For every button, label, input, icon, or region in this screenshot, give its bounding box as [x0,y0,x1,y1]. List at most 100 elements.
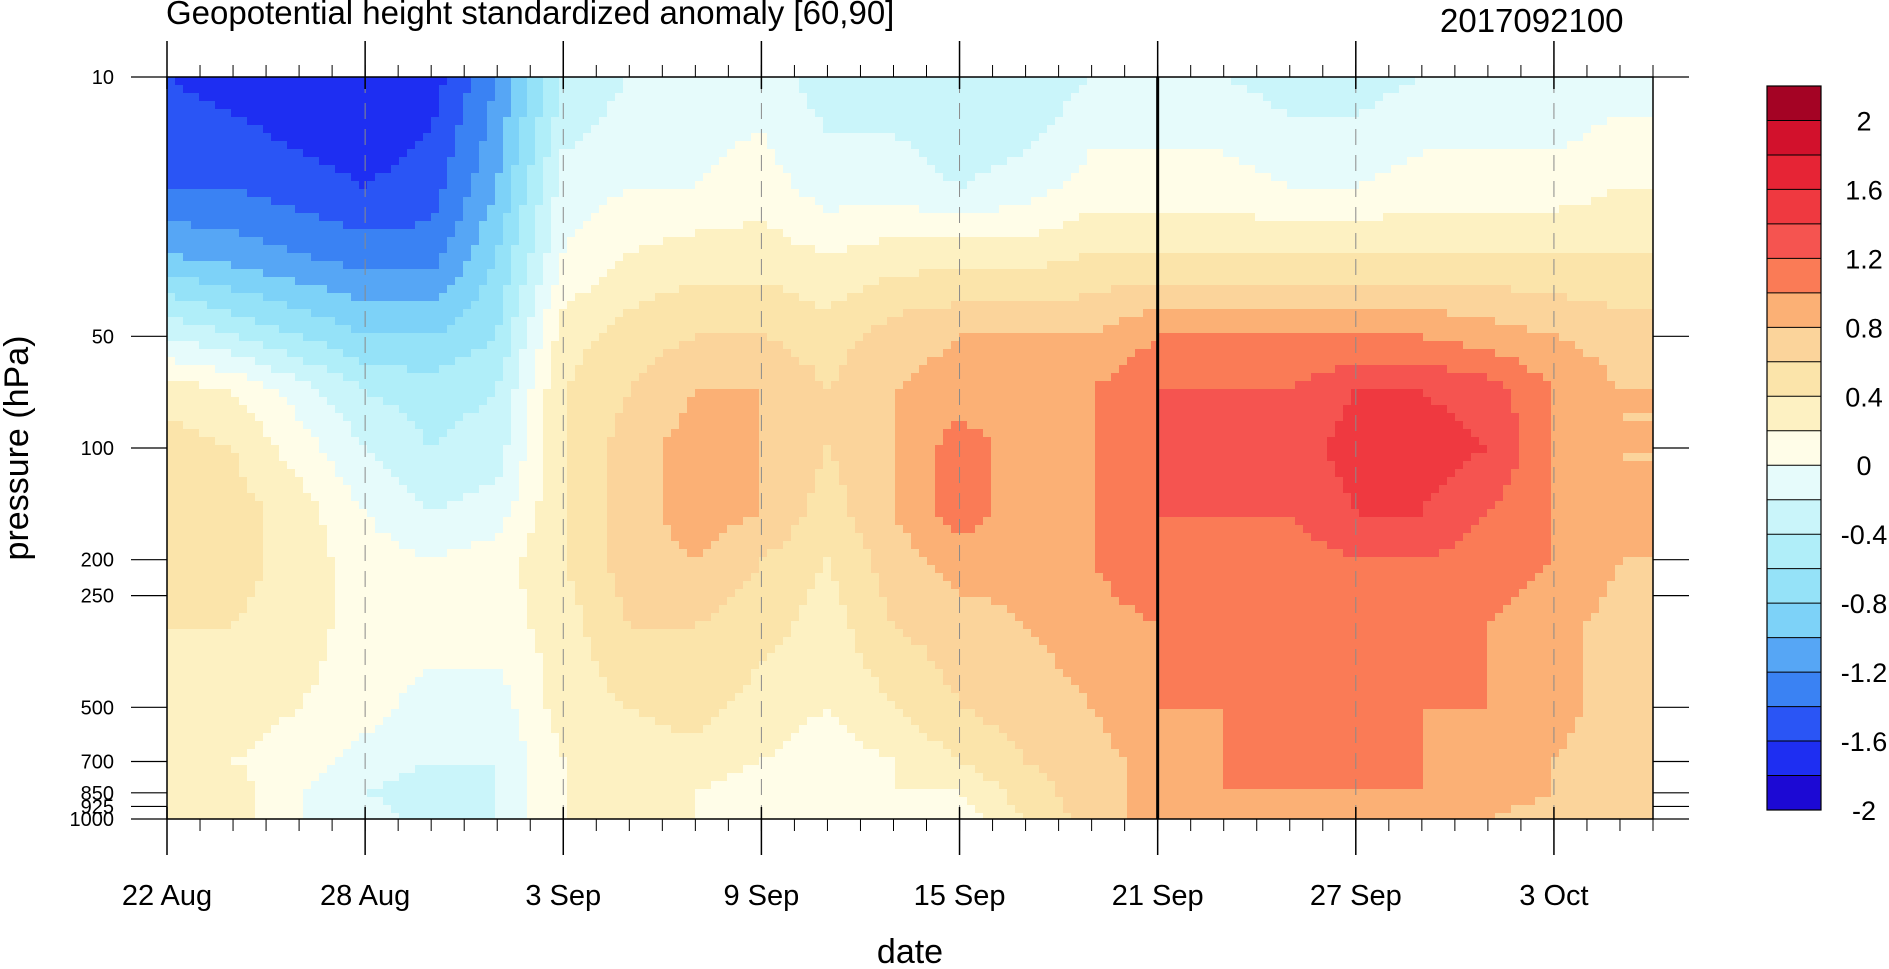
contour-cell [719,93,728,102]
contour-cell [1079,261,1088,270]
contour-cell [1447,149,1456,158]
contour-cell [1599,213,1608,222]
contour-cell [1519,101,1528,110]
contour-cell [1375,285,1384,294]
contour-cell [999,285,1008,294]
contour-cell [1479,277,1488,286]
contour-cell [1023,253,1032,262]
contour-cell [671,253,680,262]
contour-cell [1583,77,1592,86]
contour-cell [1303,261,1312,270]
contour-cell [1439,253,1448,262]
contour-cell [1527,165,1536,174]
contour-cell [279,229,288,238]
contour-cell [943,181,952,190]
contour-cell [1135,189,1144,198]
contour-cell [1415,189,1424,198]
contour-cell [495,101,504,110]
contour-cell [871,189,880,198]
contour-cell [183,261,192,270]
contour-cell [1647,213,1653,222]
contour-cell [343,205,352,214]
contour-cell [1191,101,1200,110]
contour-cell [647,149,656,158]
contour-cell [695,277,704,286]
contour-cell [1583,269,1592,278]
contour-cell [1543,245,1552,254]
contour-cell [847,117,856,126]
contour-cell [615,181,624,190]
contour-cell [1311,285,1320,294]
contour-cell [327,173,336,182]
contour-cell [471,173,480,182]
contour-cell [1015,261,1024,270]
contour-cell [991,253,1000,262]
contour-cell [1591,109,1600,118]
contour-cell [887,261,896,270]
contour-cell [967,93,976,102]
contour-cell [1295,237,1304,246]
contour-cell [1047,157,1056,166]
contour-cell [1007,205,1016,214]
contour-cell [751,197,760,206]
contour-cell [1591,117,1600,126]
contour-cell [887,253,896,262]
contour-cell [271,261,280,270]
contour-cell [1055,77,1064,86]
contour-cell [1055,117,1064,126]
contour-cell [183,237,192,246]
contour-cell [975,213,984,222]
contour-cell [1071,181,1080,190]
contour-cell [1327,141,1336,150]
contour-cell [1623,253,1632,262]
contour-cell [1495,197,1504,206]
contour-cell [1271,189,1280,198]
contour-cell [1295,205,1304,214]
contour-cell [1023,269,1032,278]
contour-cell [1031,133,1040,142]
contour-cell [1007,101,1016,110]
contour-cell [1199,133,1208,142]
contour-cell [919,229,928,238]
contour-cell [511,245,520,254]
contour-cell [1431,181,1440,190]
contour-cell [783,269,792,278]
contour-cell [1191,141,1200,150]
contour-cell [1159,93,1168,102]
contour-cell [447,77,456,86]
contour-cell [1159,149,1168,158]
contour-cell [887,157,896,166]
contour-cell [719,149,728,158]
contour-cell [231,189,240,198]
contour-cell [1063,189,1072,198]
contour-cell [967,245,976,254]
contour-cell [855,157,864,166]
contour-cell [695,93,704,102]
contour-cell [503,109,512,118]
contour-cell [343,117,352,126]
contour-cell [671,189,680,198]
contour-cell [1511,141,1520,150]
contour-cell [1303,141,1312,150]
contour-cell [319,93,328,102]
contour-cell [607,189,616,198]
contour-cell [1247,157,1256,166]
contour-cell [343,221,352,230]
contour-cell [383,149,392,158]
contour-cell [639,285,648,294]
contour-cell [391,157,400,166]
contour-cell [431,229,440,238]
contour-cell [735,149,744,158]
contour-cell [1527,181,1536,190]
contour-cell [447,157,456,166]
contour-cell [839,141,848,150]
contour-cell [255,213,264,222]
contour-cell [863,173,872,182]
contour-cell [983,141,992,150]
contour-cell [271,213,280,222]
contour-cell [927,221,936,230]
contour-cell [527,157,536,166]
contour-cell [1287,213,1296,222]
contour-cell [1495,173,1504,182]
